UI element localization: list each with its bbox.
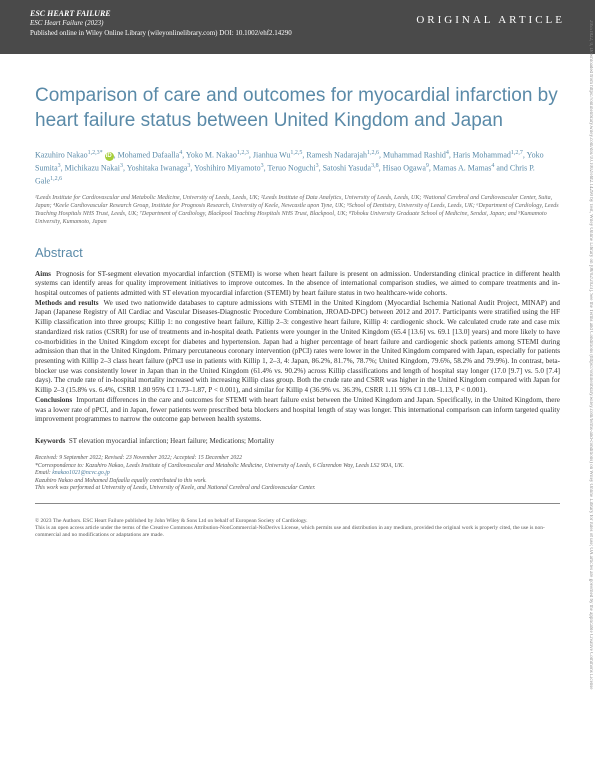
email-line: Email: knakao1021@ncvc.go.jp (35, 470, 560, 478)
copyright-line: © 2023 The Authors. ESC Heart Failure pu… (35, 518, 560, 525)
aims-label: Aims (35, 270, 51, 278)
email-link[interactable]: knakao1021@ncvc.go.jp (52, 470, 110, 476)
journal-citation: ESC Heart Failure (2023) (30, 19, 292, 29)
article-history: Received: 9 September 2022; Revised: 23 … (35, 455, 560, 493)
footer: © 2023 The Authors. ESC Heart Failure pu… (0, 518, 595, 539)
article-type: ORIGINAL ARTICLE (416, 8, 565, 26)
keywords-section: Keywords ST elevation myocardial infarct… (35, 437, 560, 445)
footer-divider (35, 503, 560, 504)
abstract-body: Aims Prognosis for ST-segment elevation … (35, 270, 560, 426)
header-bar: ESC HEART FAILURE ESC Heart Failure (202… (0, 0, 595, 54)
conclusions-text: Important differences in the care and ou… (35, 396, 560, 423)
vertical-licence-note: 20551822, 0, Downloaded from https://onl… (585, 20, 593, 760)
article-title: Comparison of care and outcomes for myoc… (35, 84, 560, 133)
email-label: Email: (35, 470, 52, 476)
conclusions-label: Conclusions (35, 396, 72, 404)
keywords-label: Keywords (35, 437, 65, 445)
performed-note: This work was performed at University of… (35, 485, 560, 493)
correspondence: *Correspondence to: Kazuhiro Nakao, Leed… (35, 463, 560, 471)
affiliations: ¹Leeds Institute for Cardiovascular and … (35, 195, 560, 226)
content-area: Comparison of care and outcomes for myoc… (0, 54, 595, 518)
history-dates: Received: 9 September 2022; Revised: 23 … (35, 455, 560, 463)
methods-text: We used two nationwide databases to capt… (35, 299, 560, 394)
header-left: ESC HEART FAILURE ESC Heart Failure (202… (30, 8, 292, 39)
keywords-text: ST elevation myocardial infarction; Hear… (69, 437, 274, 445)
publication-line: Published online in Wiley Online Library… (30, 29, 292, 39)
journal-name: ESC HEART FAILURE (30, 8, 292, 19)
methods-label: Methods and results (35, 299, 99, 307)
orcid-icon[interactable] (105, 152, 114, 161)
aims-text: Prognosis for ST-segment elevation myoca… (35, 270, 560, 297)
abstract-heading: Abstract (35, 245, 560, 260)
authors-list: Kazuhiro Nakao1,2,3* , Mohamed Dafaalla4… (35, 149, 560, 187)
license-line: This is an open access article under the… (35, 525, 560, 539)
